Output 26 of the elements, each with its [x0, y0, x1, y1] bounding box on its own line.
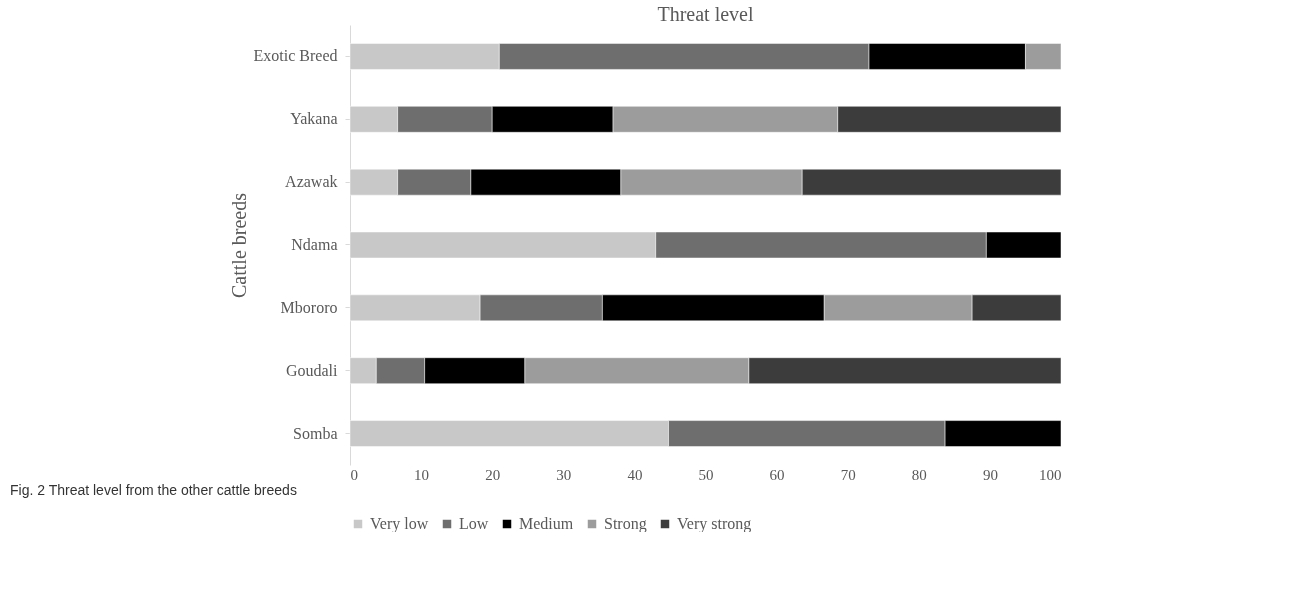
y-tick-label: Goudali	[285, 361, 339, 379]
x-tick-label: 60	[769, 466, 785, 483]
y-axis-title: Cattle breeds	[227, 192, 250, 298]
x-tick-label: 10	[414, 466, 430, 483]
x-tick-label: 90	[982, 466, 998, 483]
legend-label: Low	[459, 515, 489, 532]
chart-title: Threat level	[657, 3, 754, 25]
x-tick-label: 30	[556, 466, 572, 483]
x-tick-label: 70	[840, 466, 856, 483]
x-tick-label: 20	[485, 466, 501, 483]
y-tick-label: Yakana	[290, 110, 338, 128]
y-tick-label: Ndama	[291, 236, 338, 253]
y-tick-label: Exotic Breed	[253, 47, 338, 65]
x-tick-label: 50	[698, 466, 714, 483]
y-tick-label: Azawak	[285, 173, 338, 191]
x-tick-label: 40	[627, 466, 643, 483]
x-tick-label: 0	[350, 466, 358, 483]
x-tick-label: 80	[911, 466, 927, 483]
legend-label: Very low	[370, 515, 429, 533]
y-tick-label: Somba	[293, 424, 338, 442]
x-tick-label: 100	[1039, 466, 1062, 483]
caption: Fig. 2 Threat level from the other cattle breeds	[10, 482, 297, 498]
legend-label: Strong	[604, 515, 647, 533]
legend-label: Medium	[519, 515, 574, 532]
y-tick-label: Mbororo	[280, 298, 338, 316]
legend-label: Very strong	[677, 515, 752, 533]
